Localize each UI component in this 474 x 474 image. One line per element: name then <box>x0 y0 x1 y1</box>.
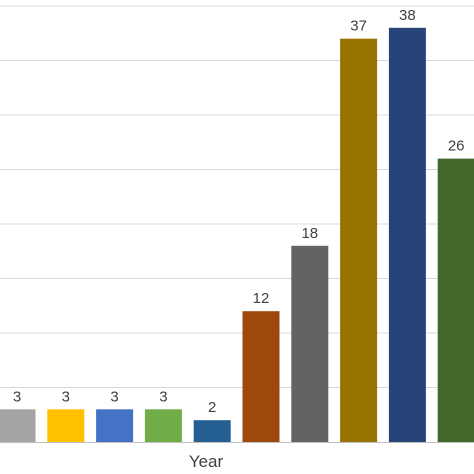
bar-3 <box>96 409 134 442</box>
data-label-8: 37 <box>350 18 367 35</box>
bar-1 <box>0 409 36 442</box>
bar-4 <box>144 409 182 442</box>
bar-7 <box>291 245 329 442</box>
data-label-10: 26 <box>448 138 465 155</box>
data-labels: 3 3 3 3 2 12 18 37 38 26 <box>13 7 465 416</box>
bar-9 <box>388 27 426 443</box>
data-label-1: 3 <box>13 388 21 405</box>
bars <box>0 27 474 443</box>
data-label-6: 12 <box>253 290 270 307</box>
data-label-5: 2 <box>208 399 216 416</box>
data-label-3: 3 <box>110 388 118 405</box>
bar-10 <box>437 158 474 442</box>
data-label-4: 3 <box>159 388 167 405</box>
data-label-9: 38 <box>399 7 416 24</box>
bar-6 <box>242 311 280 442</box>
data-label-7: 18 <box>301 225 318 242</box>
bar-2 <box>47 409 85 442</box>
bar-8 <box>340 38 378 442</box>
gridlines <box>0 5 474 388</box>
data-label-2: 3 <box>62 388 70 405</box>
bar-5 <box>193 420 231 442</box>
x-axis-title: Year <box>189 452 224 471</box>
